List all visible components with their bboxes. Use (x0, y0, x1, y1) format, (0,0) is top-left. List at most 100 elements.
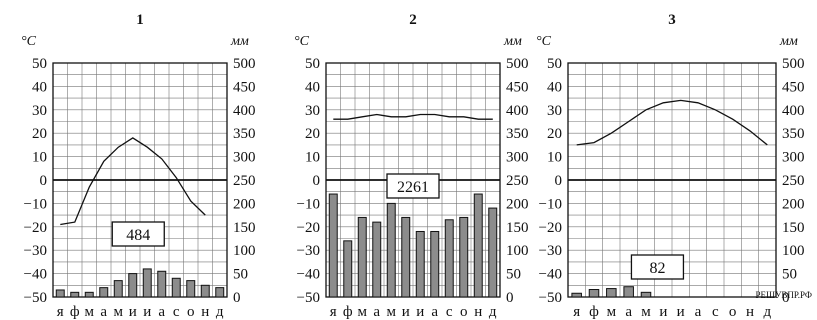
temperature-tick-label: −20 (24, 220, 47, 236)
precipitation-bar (372, 221, 382, 298)
temperature-tick-label: 0 (40, 173, 48, 189)
precipitation-bar (401, 216, 411, 298)
temperature-tick-label: −30 (24, 243, 47, 259)
precipitation-bar (415, 230, 425, 298)
precipitation-bar (606, 288, 617, 298)
precipitation-unit-label: мм (230, 34, 249, 49)
month-label: о (187, 304, 195, 320)
precipitation-tick-label: 300 (506, 150, 529, 166)
temperature-tick-label: 10 (32, 150, 47, 166)
month-label: м (85, 304, 95, 320)
precipitation-tick-label: 50 (506, 267, 521, 283)
month-label: я (573, 304, 580, 320)
temperature-unit-label: °C (536, 34, 552, 49)
temperature-tick-label: 30 (32, 103, 47, 119)
temperature-tick-label: 20 (547, 126, 562, 142)
month-label: д (489, 304, 497, 320)
precipitation-tick-label: 150 (782, 220, 805, 236)
annual-precipitation-label: 484 (126, 227, 150, 244)
temperature-tick-label: 40 (305, 79, 320, 95)
precipitation-bar (444, 219, 454, 298)
precipitation-tick-label: 200 (782, 196, 805, 212)
month-label: м (641, 304, 651, 320)
precipitation-tick-label: 300 (782, 150, 805, 166)
precipitation-unit-label: мм (779, 34, 798, 49)
annual-precipitation-box (630, 254, 685, 280)
precipitation-bar (171, 277, 181, 298)
temperature-unit-label: °C (21, 34, 37, 49)
temperature-tick-label: −10 (297, 196, 320, 212)
watermark-text: РЕШУВПР.РФ (755, 290, 812, 300)
month-label: д (216, 304, 224, 320)
precipitation-tick-label: 350 (782, 126, 805, 142)
temperature-tick-label: −40 (24, 267, 47, 283)
panel-title: 1 (136, 12, 144, 28)
precipitation-bar (215, 287, 225, 298)
precipitation-bar (128, 273, 138, 298)
precipitation-tick-label: 450 (506, 79, 529, 95)
temperature-tick-label: 0 (313, 173, 321, 189)
temperature-tick-label: 40 (32, 79, 47, 95)
precipitation-bar (459, 216, 469, 298)
precipitation-bar (186, 280, 196, 298)
annual-precipitation-box (386, 173, 440, 199)
precipitation-tick-label: 50 (233, 267, 248, 283)
temperature-tick-label: −30 (539, 243, 562, 259)
precipitation-tick-label: 400 (782, 103, 805, 119)
month-label: и (143, 304, 151, 320)
temperature-tick-label: 0 (555, 173, 563, 189)
annual-precipitation-label: 82 (649, 260, 665, 277)
temperature-tick-label: 20 (305, 126, 320, 142)
month-label: ф (343, 304, 353, 320)
precipitation-bar (343, 240, 353, 298)
precipitation-bar (70, 291, 80, 298)
precipitation-tick-label: 0 (782, 290, 790, 306)
climate-panel-1: 1°C мм50403020100−10−20−30−40−50500450400… (21, 12, 256, 320)
temperature-tick-label: 30 (305, 103, 320, 119)
month-label: а (100, 304, 107, 320)
precipitation-tick-label: 350 (233, 126, 256, 142)
temperature-tick-label: 50 (305, 56, 320, 72)
month-label: и (402, 304, 410, 320)
month-label: с (712, 304, 719, 320)
month-label: с (173, 304, 180, 320)
month-label: н (746, 304, 754, 320)
precipitation-bar (623, 286, 634, 298)
plot-frame (567, 62, 777, 298)
precipitation-bar (142, 268, 152, 298)
precipitation-bar (588, 289, 600, 298)
temperature-unit-label: °C (294, 34, 310, 49)
precipitation-tick-label: 450 (233, 79, 256, 95)
month-label: и (659, 304, 667, 320)
temperature-tick-label: 50 (547, 56, 562, 72)
panel-title: 3 (668, 12, 676, 28)
month-label: м (607, 304, 617, 320)
month-label: я (57, 304, 64, 320)
precipitation-bar (357, 216, 367, 298)
month-label: с (446, 304, 453, 320)
precipitation-bar (55, 289, 65, 298)
precipitation-tick-label: 500 (506, 56, 529, 72)
temperature-tick-label: 20 (32, 126, 47, 142)
precipitation-bar (328, 193, 338, 298)
precipitation-bar (200, 284, 210, 298)
precipitation-tick-label: 0 (233, 290, 241, 306)
precipitation-tick-label: 300 (233, 150, 256, 166)
precipitation-tick-label: 200 (506, 196, 529, 212)
precipitation-bar (640, 291, 652, 298)
climate-panel-2: 2°C мм50403020100−10−20−30−40−50500450400… (294, 12, 529, 320)
precipitation-tick-label: 200 (233, 196, 256, 212)
temperature-tick-label: 10 (547, 150, 562, 166)
month-label: м (387, 304, 397, 320)
month-label: а (625, 304, 632, 320)
precipitation-bar (84, 291, 94, 298)
temperature-tick-label: 40 (547, 79, 562, 95)
precipitation-bar (386, 202, 396, 298)
temperature-tick-label: −20 (297, 220, 320, 236)
precipitation-tick-label: 400 (506, 103, 529, 119)
month-label: ф (70, 304, 80, 320)
month-label: я (330, 304, 337, 320)
precipitation-tick-label: 100 (782, 243, 805, 259)
precipitation-tick-label: 250 (782, 173, 805, 189)
